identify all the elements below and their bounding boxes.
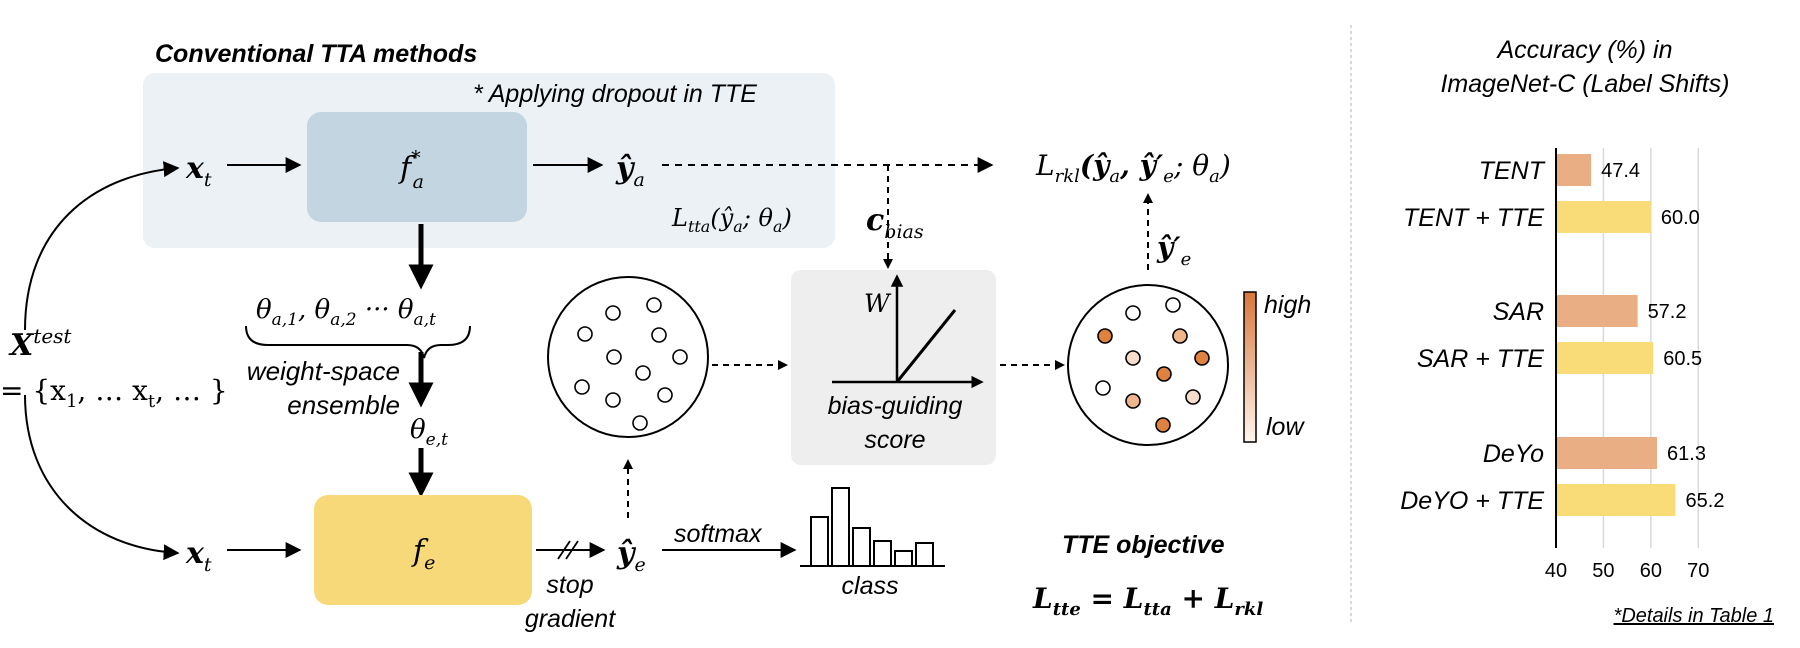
- chart-value-label: 60.0: [1661, 207, 1700, 229]
- bias-relu-line: [895, 309, 957, 383]
- x-t-bottom-label: xt: [185, 536, 212, 576]
- x-test-label: Xtest: [8, 324, 72, 363]
- chart-bar: [1556, 295, 1638, 327]
- weight-space-label: weight-space: [247, 356, 400, 386]
- chart-bars: [1556, 154, 1676, 516]
- l-tta-label: Ltta(ŷa; θa): [671, 204, 792, 236]
- chart-value-label: 60.5: [1663, 348, 1702, 370]
- tte-objective-equation: Ltte = Ltta + Lrkl: [1032, 582, 1263, 620]
- heat-high-label: high: [1264, 291, 1311, 319]
- y-e-prime-label: ŷ′e: [1156, 231, 1191, 270]
- chart-x-ticks: 40 50 60 70: [1545, 560, 1710, 582]
- chart-bar: [1556, 201, 1651, 233]
- stop-gradient-mark-2: [565, 540, 579, 560]
- class-label: class: [842, 572, 899, 600]
- histogram-bar: [810, 516, 829, 567]
- dropout-note: * Applying dropout in TTE: [473, 80, 757, 108]
- histogram-bar: [915, 542, 934, 567]
- softmax-label: softmax: [674, 520, 763, 548]
- chart-value-label: 61.3: [1667, 443, 1706, 465]
- ensemble-brace: [245, 325, 471, 359]
- chart-value-label: 57.2: [1648, 301, 1687, 323]
- chart-bar: [1556, 437, 1658, 469]
- chart-x-tick-label: 70: [1687, 560, 1709, 582]
- chart-x-tick-label: 50: [1592, 560, 1614, 582]
- y-a-label: ŷa: [615, 151, 645, 191]
- chart-bar: [1556, 342, 1654, 374]
- class-histogram: [810, 487, 934, 567]
- chart-category-label: DeYO + TTE: [1400, 487, 1544, 515]
- stop-gradient-mark-1: [557, 540, 571, 560]
- histogram-bar: [873, 540, 892, 567]
- c-bias-label: cbias: [866, 203, 924, 243]
- chart-x-tick-label: 60: [1640, 560, 1662, 582]
- score-label: score: [864, 426, 925, 454]
- x-t-top-label: xt: [185, 151, 212, 191]
- chart-title-line-2: ImageNet-C (Label Shifts): [1440, 70, 1729, 98]
- curve-xtest-to-xt-top: [24, 161, 180, 331]
- weighted-points: [1095, 297, 1210, 433]
- chart-category-label: SAR + TTE: [1417, 345, 1544, 373]
- axis-w-label: W: [864, 289, 892, 318]
- chart-footnote: *Details in Table 1: [1614, 605, 1774, 627]
- chart-value-label: 47.4: [1601, 160, 1640, 182]
- chart-value-label: 65.2: [1686, 490, 1725, 512]
- curve-xtest-to-xt-bottom: [24, 394, 180, 561]
- chart-category-label: TENT + TTE: [1403, 204, 1544, 232]
- chart-labels: 47.4 TENT 60.0 TENT + TTE 57.2 SAR 60.5 SAR + T…: [1400, 157, 1724, 515]
- ensemble-label: ensemble: [287, 390, 400, 420]
- bias-guiding-box: [791, 270, 996, 465]
- chart-category-label: TENT: [1479, 157, 1546, 185]
- histogram-bar: [831, 487, 850, 567]
- histogram-bar: [852, 527, 871, 567]
- weighted-scatter-circle: [1067, 284, 1229, 446]
- heat-scale-bar: [1243, 291, 1257, 443]
- prediction-points: [574, 297, 688, 431]
- chart-x-tick-label: 40: [1545, 560, 1567, 582]
- chart-category-label: SAR: [1493, 298, 1544, 326]
- x-set-label: = {x1, … xt, … }: [0, 374, 228, 412]
- f-e-box: [314, 495, 532, 605]
- gradient-label: gradient: [525, 605, 616, 633]
- f-a-box: [307, 112, 527, 222]
- heat-low-label: low: [1266, 413, 1305, 441]
- conventional-tta-title: Conventional TTA methods: [155, 40, 477, 68]
- chart-title-line-1: Accuracy (%) in: [1495, 36, 1672, 64]
- bias-guiding-label: bias-guiding: [828, 392, 963, 420]
- l-rkl-label: Lrkl(ŷa, ŷ′e; θa): [1035, 149, 1231, 187]
- chart-bar: [1556, 484, 1676, 516]
- tte-objective-title: TTE objective: [1062, 531, 1225, 559]
- theta-e-label: θe,t: [410, 415, 448, 450]
- y-e-label: ŷe: [616, 536, 646, 576]
- stop-label: stop: [546, 571, 593, 599]
- chart-bar: [1556, 154, 1592, 186]
- theta-list-label: θa,1, θa,2 ··· θa,t: [256, 295, 436, 330]
- histogram-bar: [894, 550, 913, 567]
- chart-category-label: DeYo: [1483, 440, 1544, 468]
